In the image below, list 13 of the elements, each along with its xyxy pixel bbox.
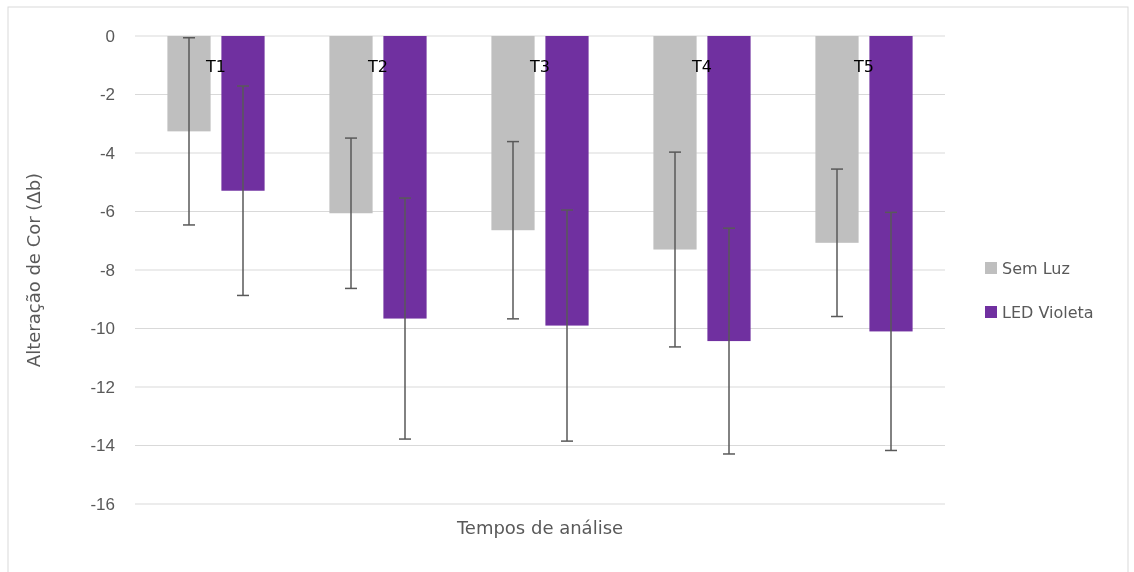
legend-label: Sem Luz (1002, 259, 1070, 278)
y-tick-label: -8 (99, 260, 115, 280)
y-axis-title: Alteração de Cor (Δb) (23, 172, 44, 368)
y-tick-label: -12 (90, 377, 115, 397)
y-tick-label: -16 (90, 494, 115, 514)
y-tick-label: 0 (105, 26, 115, 46)
y-tick-label: -4 (99, 143, 115, 163)
y-tick-label: -6 (99, 202, 115, 222)
legend-label: LED Violeta (1002, 303, 1094, 322)
y-tick-label: -2 (99, 85, 115, 105)
y-tick-label: -10 (90, 319, 115, 339)
x-axis-title: Tempos de análise (455, 517, 624, 538)
y-tick-label: -14 (90, 436, 115, 456)
